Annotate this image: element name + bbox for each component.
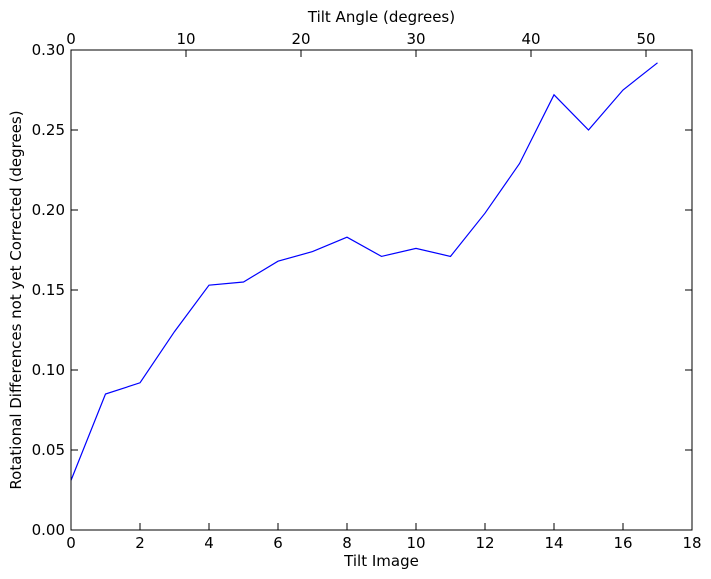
y-tick-label: 0.10: [32, 361, 65, 379]
plot-frame: [70, 49, 693, 531]
y-tick-label: 0.00: [32, 521, 65, 539]
top-x-tick-label: 10: [176, 30, 195, 48]
x-tick-label: 0: [66, 534, 76, 552]
x-tick-label: 6: [273, 534, 283, 552]
y-tick-label: 0.25: [32, 121, 65, 139]
x-tick-label: 10: [406, 534, 425, 552]
x-tick-label: 12: [475, 534, 494, 552]
top-x-tick-label: 40: [521, 30, 540, 48]
x-tick-label: 18: [682, 534, 701, 552]
y-tick-label: 0.20: [32, 201, 65, 219]
x-axis-title: Tilt Image: [343, 552, 419, 570]
x-tick-label: 16: [613, 534, 632, 552]
x-tick-label: 8: [342, 534, 352, 552]
top-x-tick-label: 20: [291, 30, 310, 48]
top-x-tick-label: 30: [406, 30, 425, 48]
ticks-layer: [70, 49, 693, 531]
top-x-axis-title: Tilt Angle (degrees): [307, 8, 455, 26]
lines-layer: [70, 62, 658, 481]
labels-layer: 0 2 4 6 8 10 12 14 16 18 0 10 20 30 40 50 0.00 0.05 0.10 0.…: [32, 30, 702, 552]
x-tick-label: 2: [135, 534, 145, 552]
series-line: [70, 62, 658, 481]
y-tick-label: 0.30: [32, 41, 65, 59]
x-tick-label: 14: [544, 534, 563, 552]
y-tick-label: 0.15: [32, 281, 65, 299]
x-tick-label: 4: [204, 534, 214, 552]
y-tick-label: 0.05: [32, 441, 65, 459]
y-axis-title: Rotational Differences not yet Corrected…: [7, 110, 25, 489]
top-x-tick-label: 0: [66, 30, 76, 48]
top-x-tick-label: 50: [636, 30, 655, 48]
